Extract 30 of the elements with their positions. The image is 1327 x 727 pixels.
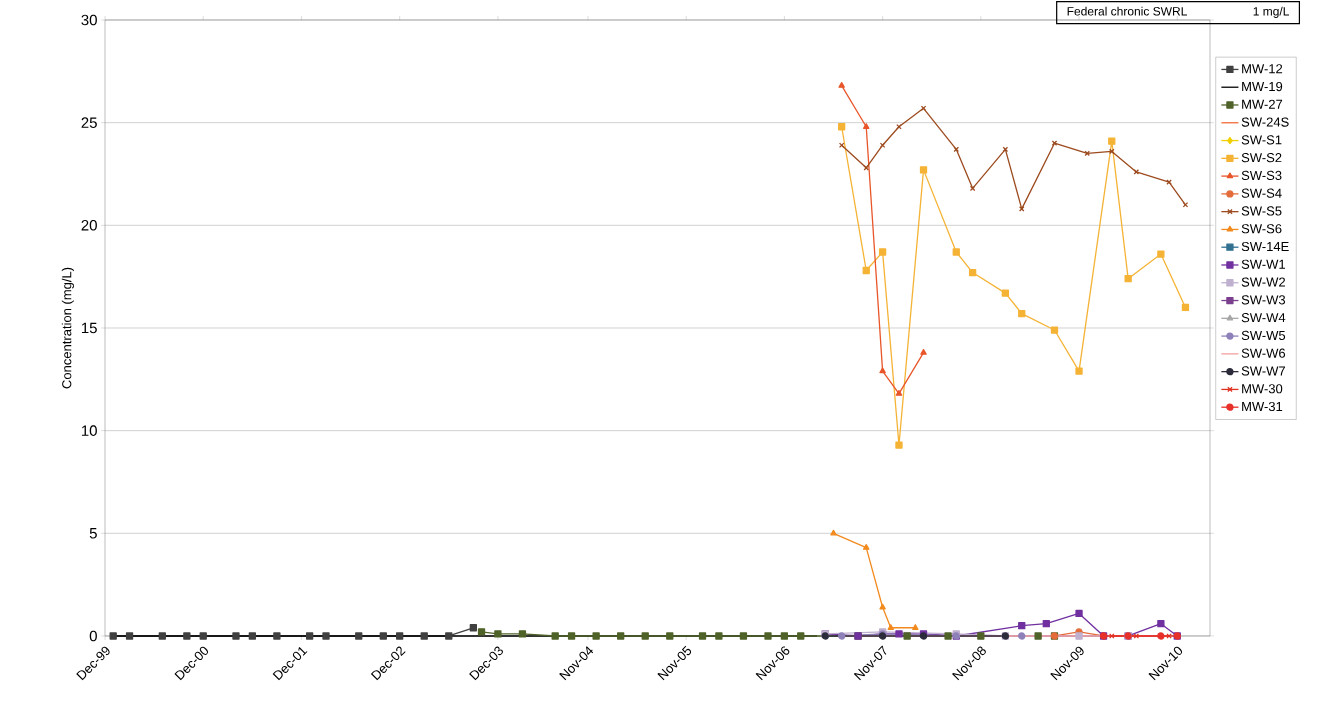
legend-label: SW-S4 — [1241, 188, 1282, 198]
legend-label: SW-S3 — [1241, 170, 1282, 181]
legend-label: SW-W6 — [1241, 348, 1286, 358]
y-tick-label: 15 — [81, 322, 97, 334]
legend-label: SW-W1 — [1241, 259, 1286, 269]
legend-label: MW-30 — [1242, 384, 1283, 394]
legend-label: MW-19 — [1242, 81, 1283, 92]
y-tick-label: 10 — [81, 425, 97, 436]
y-tick-label: 20 — [81, 220, 97, 231]
legend-label: SW-W2 — [1241, 277, 1285, 287]
legend-label: MW-27 — [1242, 99, 1283, 109]
y-tick-label: 0 — [89, 630, 97, 642]
legend-label: SW-S2 — [1241, 153, 1282, 163]
legend-label: SW-S5 — [1241, 206, 1282, 216]
y-tick-label: 5 — [89, 528, 97, 539]
legend-label: SW-S6 — [1241, 224, 1282, 234]
legend-label: MW-12 — [1242, 64, 1283, 74]
text: Federal chronic SWRL — [1067, 6, 1187, 16]
legend-label: SW-14E — [1241, 241, 1289, 252]
text: 1 mg/L — [1253, 6, 1289, 18]
legend-label: MW-31 — [1242, 401, 1283, 412]
legend-label: SW-W3 — [1241, 295, 1286, 305]
legend-label: SW-24S — [1241, 117, 1289, 127]
y-axis-title: Concentration (mg/L) — [61, 267, 74, 389]
y-tick-label: 30 — [81, 14, 97, 26]
legend-label: SW-S1 — [1241, 135, 1282, 145]
y-tick-label: 25 — [81, 117, 97, 128]
legend-label: SW-W7 — [1241, 366, 1285, 376]
legend-label: SW-W4 — [1241, 313, 1286, 323]
legend-label: SW-W5 — [1241, 330, 1286, 341]
